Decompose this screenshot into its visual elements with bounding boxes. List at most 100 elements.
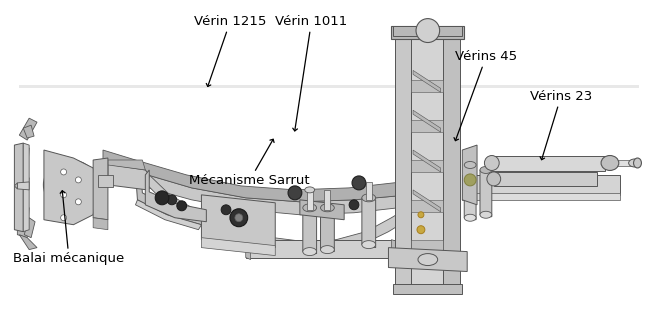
- Text: Mécanisme Sarrut: Mécanisme Sarrut: [189, 139, 309, 187]
- Bar: [492, 156, 605, 171]
- Text: Vérins 45: Vérins 45: [454, 50, 517, 140]
- Text: Balai mécanique: Balai mécanique: [14, 191, 125, 265]
- Polygon shape: [395, 31, 411, 289]
- Polygon shape: [135, 200, 202, 230]
- Text: Vérin 1215: Vérin 1215: [194, 15, 266, 86]
- Polygon shape: [395, 31, 411, 289]
- Circle shape: [464, 174, 476, 186]
- Polygon shape: [480, 170, 492, 217]
- Polygon shape: [307, 190, 313, 210]
- Ellipse shape: [480, 166, 492, 173]
- Ellipse shape: [480, 211, 492, 218]
- Polygon shape: [389, 248, 467, 271]
- Polygon shape: [93, 158, 108, 220]
- Ellipse shape: [629, 159, 640, 167]
- Circle shape: [235, 214, 242, 222]
- Polygon shape: [23, 125, 34, 138]
- Polygon shape: [462, 175, 619, 195]
- Circle shape: [177, 201, 187, 211]
- Polygon shape: [393, 26, 462, 36]
- Polygon shape: [18, 175, 29, 208]
- Polygon shape: [246, 240, 398, 258]
- Ellipse shape: [50, 166, 91, 204]
- Ellipse shape: [418, 212, 424, 218]
- Bar: [494, 172, 597, 186]
- Polygon shape: [24, 218, 35, 238]
- Polygon shape: [14, 143, 23, 232]
- Polygon shape: [135, 165, 240, 240]
- Ellipse shape: [44, 160, 98, 210]
- Polygon shape: [23, 143, 29, 232]
- Polygon shape: [20, 85, 640, 88]
- Bar: [411, 200, 443, 212]
- Ellipse shape: [464, 214, 476, 221]
- Bar: [411, 80, 443, 92]
- Polygon shape: [18, 182, 29, 190]
- Bar: [411, 160, 443, 172]
- Polygon shape: [462, 145, 477, 205]
- Circle shape: [230, 209, 248, 227]
- Circle shape: [155, 191, 169, 205]
- Polygon shape: [462, 193, 619, 200]
- Polygon shape: [303, 208, 317, 253]
- Polygon shape: [14, 183, 18, 189]
- Text: Vérin 1011: Vérin 1011: [276, 15, 348, 131]
- Polygon shape: [202, 238, 275, 256]
- Circle shape: [75, 199, 81, 205]
- Polygon shape: [148, 175, 433, 252]
- Ellipse shape: [418, 253, 437, 266]
- Ellipse shape: [362, 194, 376, 202]
- Ellipse shape: [320, 246, 334, 253]
- Circle shape: [352, 176, 366, 190]
- Bar: [411, 120, 443, 132]
- Polygon shape: [108, 160, 146, 170]
- Bar: [98, 175, 113, 187]
- Polygon shape: [324, 190, 330, 210]
- Polygon shape: [300, 200, 344, 220]
- Polygon shape: [464, 165, 476, 220]
- Polygon shape: [366, 182, 372, 200]
- Polygon shape: [108, 162, 150, 190]
- Polygon shape: [413, 70, 441, 92]
- Ellipse shape: [305, 187, 315, 193]
- Polygon shape: [44, 150, 98, 225]
- Polygon shape: [320, 208, 334, 252]
- Polygon shape: [146, 170, 206, 222]
- Circle shape: [288, 186, 302, 200]
- Ellipse shape: [303, 204, 317, 212]
- Bar: [610, 160, 634, 166]
- Ellipse shape: [320, 204, 334, 212]
- Ellipse shape: [464, 162, 476, 168]
- Ellipse shape: [417, 226, 425, 234]
- Polygon shape: [393, 284, 462, 294]
- Polygon shape: [18, 145, 29, 178]
- Polygon shape: [362, 198, 376, 248]
- Ellipse shape: [303, 248, 317, 256]
- Polygon shape: [413, 190, 441, 212]
- Circle shape: [60, 192, 66, 198]
- Polygon shape: [391, 26, 464, 38]
- Polygon shape: [413, 150, 441, 172]
- Polygon shape: [443, 31, 460, 289]
- Polygon shape: [393, 255, 462, 268]
- Polygon shape: [20, 118, 37, 140]
- Circle shape: [60, 215, 66, 221]
- Text: Vérins 23: Vérins 23: [530, 90, 592, 160]
- Polygon shape: [93, 218, 108, 230]
- Circle shape: [60, 169, 66, 175]
- Ellipse shape: [484, 156, 499, 171]
- Polygon shape: [202, 195, 275, 248]
- Polygon shape: [413, 110, 441, 132]
- Ellipse shape: [362, 241, 376, 249]
- Ellipse shape: [601, 156, 619, 171]
- Circle shape: [167, 195, 177, 205]
- Polygon shape: [103, 162, 433, 215]
- Bar: [411, 240, 443, 252]
- Circle shape: [75, 177, 81, 183]
- Ellipse shape: [487, 172, 501, 186]
- Polygon shape: [411, 31, 443, 289]
- Circle shape: [221, 205, 231, 215]
- Polygon shape: [391, 240, 398, 260]
- Ellipse shape: [634, 158, 642, 168]
- Circle shape: [349, 200, 359, 210]
